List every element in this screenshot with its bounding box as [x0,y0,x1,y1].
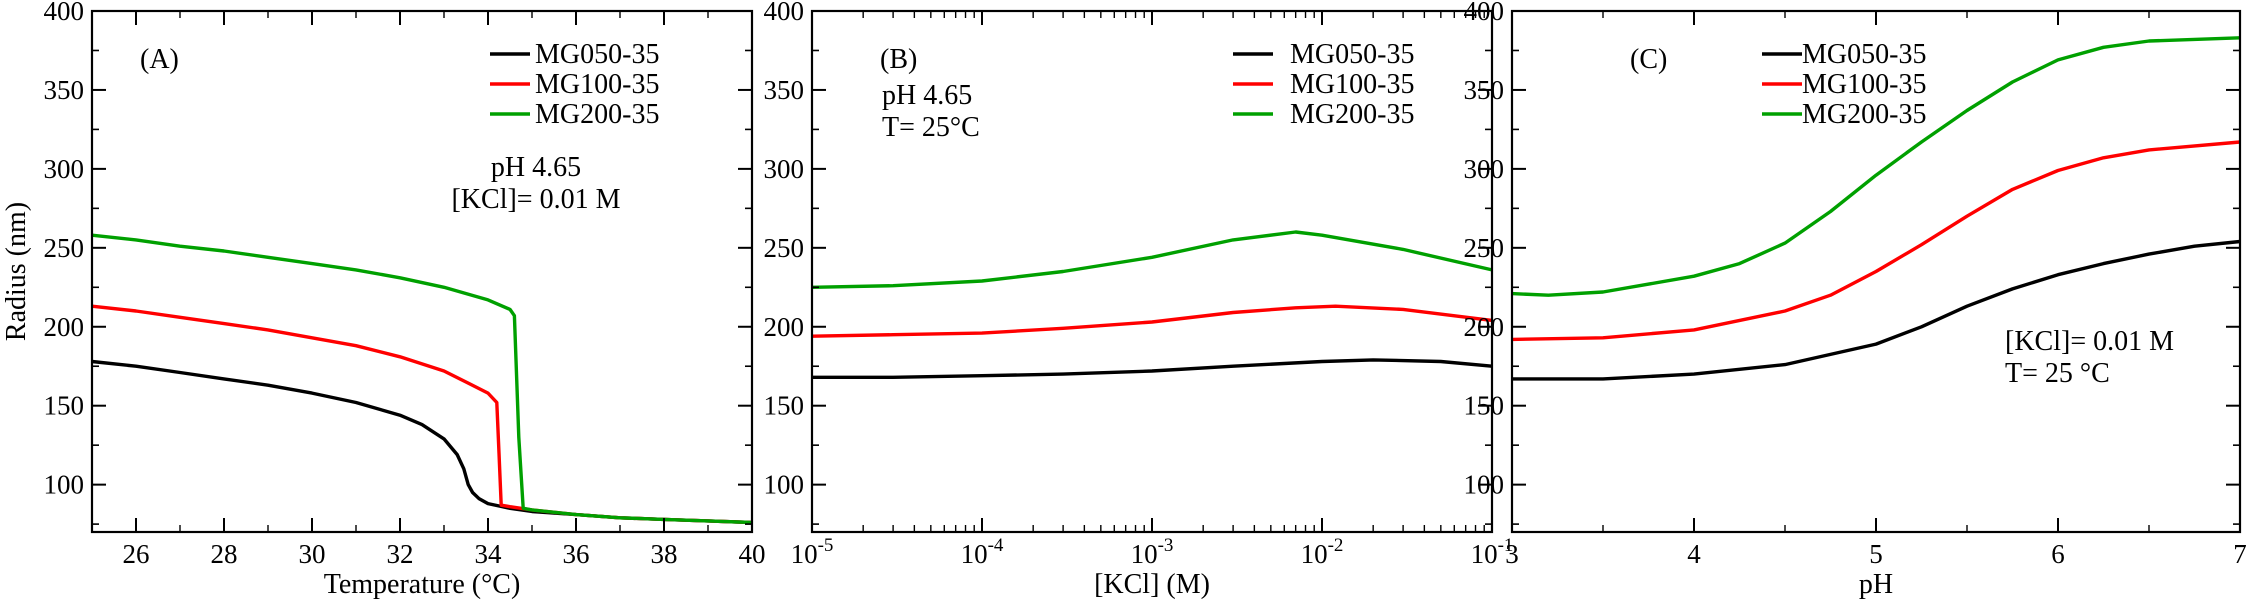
x-tick-label: 10-2 [1301,535,1344,569]
series-line-mg100-35 [91,304,753,525]
y-tick-label: 100 [1464,470,1505,500]
x-tick-label: 40 [739,539,766,569]
y-tick-label: 250 [1464,233,1505,263]
x-axis-label: Temperature (°C) [324,569,521,600]
x-tick-label: 28 [211,539,238,569]
x-axis-label: [KCl] (M) [1094,569,1210,600]
annotation-text: pH 4.65 [491,152,581,183]
x-tick-label: 38 [651,539,678,569]
y-tick-label: 100 [764,470,805,500]
y-tick-label: 150 [1464,391,1505,421]
x-tick-label: 5 [1869,539,1883,569]
series-line-mg200-35 [91,233,753,525]
annotation-text: pH 4.65 [882,80,972,111]
x-tick-label: 6 [2051,539,2065,569]
y-tick-label: 200 [44,312,85,342]
y-tick-label: 400 [44,0,85,26]
y-tick-label: 300 [1464,154,1505,184]
x-tick-label: 36 [563,539,590,569]
series-line-mg050-35 [812,358,1493,379]
panel-label: (B) [880,44,917,75]
y-tick-label: 150 [764,391,805,421]
y-tick-label: 200 [764,312,805,342]
series-line-mg100-35 [1511,140,2241,342]
y-tick-label: 200 [1464,312,1505,342]
y-tick-label: 400 [764,0,805,26]
x-tick-label: 10-3 [1131,535,1174,569]
x-tick-label: 3 [1505,539,1519,569]
panel-a: 100 150 200 250 300 350 400 26 28 30 32 34 36 38 40 Tem… [1,0,766,600]
series-line-mg200-35 [811,230,1493,289]
legend-entry: MG200-35 [1802,99,1926,130]
legend-entry: MG100-35 [1802,69,1926,100]
legend-entry: MG200-35 [1290,99,1414,130]
annotation-text: [KCl]= 0.01 M [451,184,620,215]
y-tick-label: 350 [44,75,85,105]
series-line-mg200-35 [1511,36,2241,297]
legend-entry: MG200-35 [535,99,659,130]
y-tick-label: 100 [44,470,85,500]
legend-entry: MG050-35 [535,39,659,70]
x-tick-label: 4 [1687,539,1701,569]
y-tick-label: 300 [764,154,805,184]
x-tick-label: 30 [299,539,326,569]
y-tick-label: 400 [1464,0,1505,26]
y-tick-label: 350 [1464,75,1505,105]
x-tick-label: 10-4 [961,535,1004,569]
x-axis-label: pH [1859,569,1893,600]
series-line-mg050-35 [91,359,753,525]
annotation-text: T= 25 °C [2005,358,2110,389]
series-line-mg100-35 [811,304,1493,338]
legend-entry: MG050-35 [1290,39,1414,70]
x-tick-label: 7 [2233,539,2247,569]
y-tick-label: 250 [44,233,85,263]
y-tick-label: 250 [764,233,805,263]
legend-entry: MG050-35 [1802,39,1926,70]
legend-entry: MG100-35 [1290,69,1414,100]
series-line-mg050-35 [1512,239,2241,381]
x-tick-label: 10-5 [791,535,834,569]
annotation-text: [KCl]= 0.01 M [2005,326,2174,357]
panel-label: (C) [1630,44,1667,75]
y-tick-label: 150 [44,391,85,421]
y-tick-label: 350 [764,75,805,105]
legend-entry: MG100-35 [535,69,659,100]
panel-label: (A) [140,44,179,75]
x-tick-label: 26 [123,539,150,569]
annotation-text: T= 25°C [882,112,980,143]
plot-frame [90,9,754,534]
y-tick-label: 300 [44,154,85,184]
panel-b: 100 150 200 250 300 350 400 10-5 10-4 10-3 10-2 10-… [764,0,1514,600]
x-tick-label: 10-1 [1471,535,1514,569]
y-axis-label: Radius (nm) [1,202,32,341]
x-tick-label: 34 [475,539,503,569]
x-tick-label: 32 [387,539,414,569]
